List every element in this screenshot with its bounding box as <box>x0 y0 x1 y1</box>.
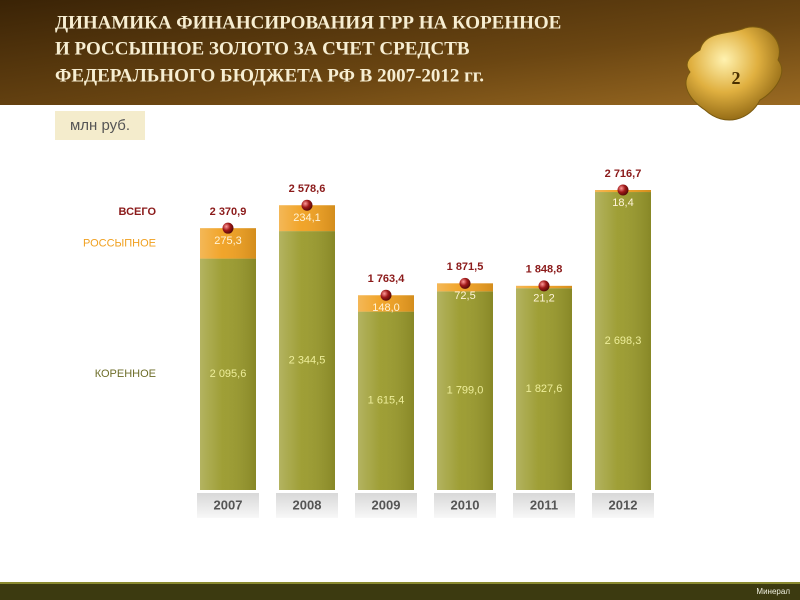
legend-label: КОРЕННОЕ <box>95 368 156 380</box>
title-line: ФЕДЕРАЛЬНОГО БЮДЖЕТА РФ В 2007-2012 гг. <box>55 65 484 86</box>
footer-line <box>0 582 800 584</box>
bar-shine <box>595 192 651 491</box>
total-marker <box>538 280 550 292</box>
bar-shine <box>358 295 414 312</box>
total-label: 2 370,9 <box>210 206 247 218</box>
value-label: 275,3 <box>214 235 242 247</box>
year-box <box>434 493 496 518</box>
x-tick-label: 2007 <box>214 497 243 512</box>
x-tick-label: 2010 <box>451 497 480 512</box>
value-label: 1 827,6 <box>526 383 563 395</box>
footer-bar <box>0 584 800 600</box>
value-label: 21,2 <box>533 293 554 305</box>
header-bg <box>0 0 800 105</box>
bar-shine <box>437 291 493 490</box>
total-label: 2 578,6 <box>289 183 326 195</box>
year-box <box>513 493 575 518</box>
total-marker <box>617 184 629 196</box>
total-label: 2 716,7 <box>605 168 642 180</box>
value-label: 2 344,5 <box>289 354 326 366</box>
value-label: 2 698,3 <box>605 335 642 347</box>
value-label: 148,0 <box>372 302 400 314</box>
footer-text: Минерал <box>756 587 790 596</box>
total-label: 1 848,8 <box>526 264 563 276</box>
plot: 2 095,6 275,3 2007 2 344,5 234,1 2008 1 615,4 1… <box>83 168 654 518</box>
year-box <box>197 493 259 518</box>
value-label: 18,4 <box>612 197 633 209</box>
total-marker <box>222 222 234 234</box>
unit-label: млн руб. <box>70 117 130 134</box>
bar-shine <box>200 258 256 490</box>
bar-shine <box>358 311 414 490</box>
title-line: И РОССЫПНОЕ ЗОЛОТО ЗА СЧЕТ СРЕДСТВ <box>55 38 470 59</box>
total-label: 1 763,4 <box>368 273 406 285</box>
legend-label: РОССЫПНОЕ <box>83 237 156 249</box>
year-box <box>592 493 654 518</box>
total-marker <box>301 199 313 211</box>
value-label: 234,1 <box>293 212 321 224</box>
unit-box <box>55 111 145 140</box>
year-box <box>355 493 417 518</box>
value-label: 2 095,6 <box>210 368 247 380</box>
bar-shine <box>516 288 572 490</box>
value-label: 1 799,0 <box>447 385 484 397</box>
x-tick-label: 2008 <box>293 497 322 512</box>
value-label: 72,5 <box>454 290 475 302</box>
legend-label: ВСЕГО <box>119 206 157 218</box>
gold-nugget <box>685 26 783 121</box>
x-tick-label: 2011 <box>530 497 558 512</box>
year-box <box>276 493 338 518</box>
bar-shine <box>279 231 335 491</box>
x-tick-label: 2009 <box>372 497 401 512</box>
title-line: ДИНАМИКА ФИНАНСИРОВАНИЯ ГРР НА КОРЕННОЕ <box>55 12 561 33</box>
x-tick-label: 2012 <box>609 497 638 512</box>
total-marker <box>380 289 392 301</box>
page-number: 2 <box>732 68 741 88</box>
value-label: 1 615,4 <box>368 395 405 407</box>
total-label: 1 871,5 <box>447 261 484 273</box>
total-marker <box>459 277 471 289</box>
